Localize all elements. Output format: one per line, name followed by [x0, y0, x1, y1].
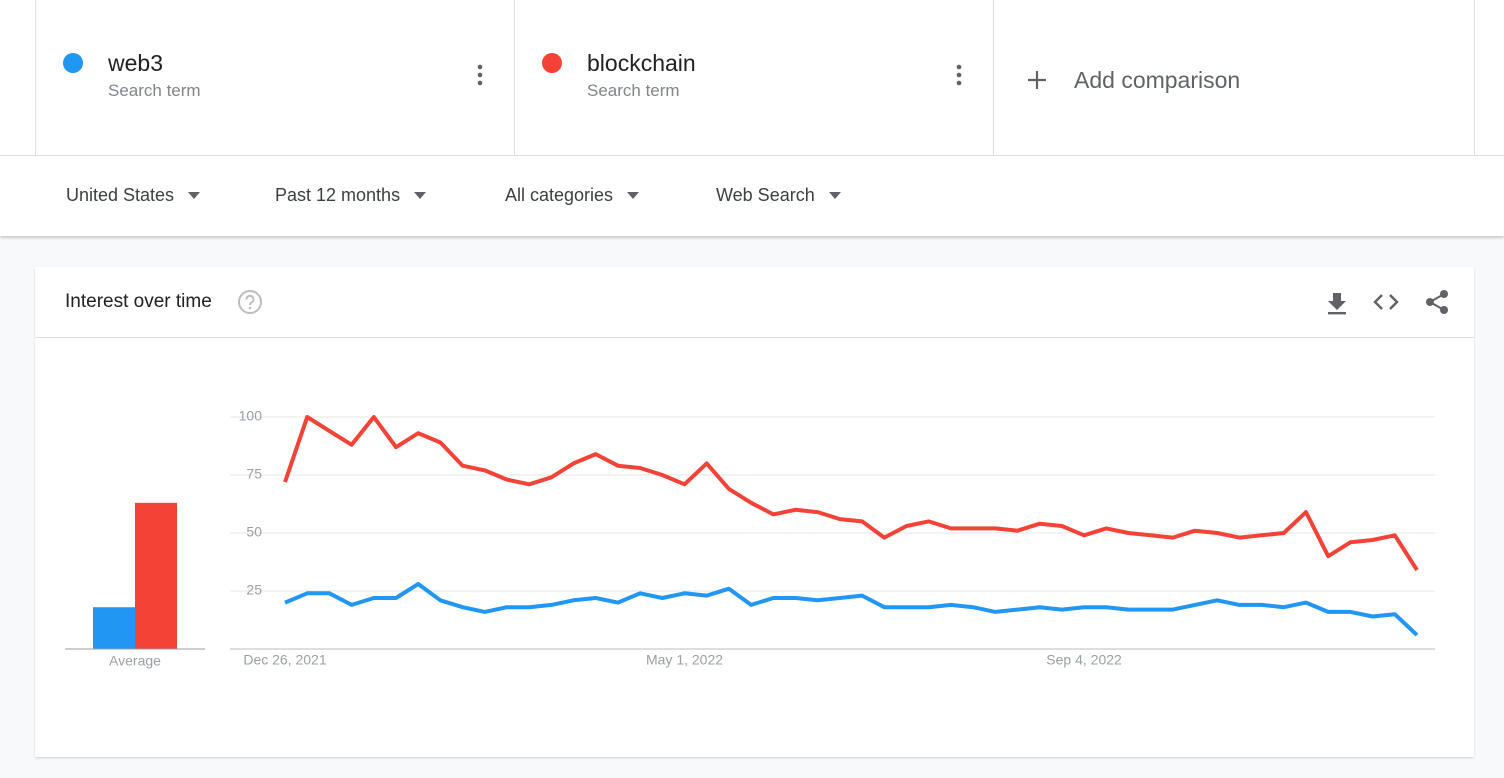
help-icon[interactable]	[237, 289, 263, 315]
term-menu-button[interactable]	[954, 63, 964, 87]
filter-dropdown[interactable]: United States	[66, 185, 201, 206]
search-terms-bar: web3 Search term blockchain Search term …	[0, 0, 1504, 156]
divider	[1474, 0, 1475, 155]
embed-icon[interactable]	[1373, 293, 1399, 311]
term-color-dot	[63, 53, 83, 73]
plus-icon	[1028, 71, 1046, 89]
term-name[interactable]: web3	[108, 50, 163, 76]
divider	[993, 0, 994, 155]
dropdown-arrow	[828, 192, 841, 199]
share-icon[interactable]	[1425, 289, 1449, 315]
dropdown-arrow	[188, 192, 201, 199]
term-menu-button[interactable]	[475, 63, 485, 87]
term-color-dot	[542, 53, 562, 73]
dropdown-arrow	[627, 192, 640, 199]
add-comparison-button[interactable]: Add comparison	[1026, 62, 1240, 98]
dropdown-arrow	[414, 192, 427, 199]
card-title: Interest over time	[65, 291, 212, 312]
filter-bar: United States Past 12 months All categor…	[0, 156, 1504, 236]
term-kind: Search term	[587, 81, 680, 100]
filter-label: Past 12 months	[275, 185, 401, 205]
filter-dropdown[interactable]: All categories	[505, 185, 640, 206]
filter-label: United States	[66, 185, 175, 205]
interest-card: Interest over time	[35, 267, 1474, 757]
divider	[514, 0, 515, 155]
filter-label: All categories	[505, 185, 614, 205]
divider	[35, 0, 36, 155]
filter-label: Web Search	[716, 185, 815, 205]
term-name[interactable]: blockchain	[587, 50, 696, 76]
term-kind: Search term	[108, 81, 201, 100]
add-comparison-label: Add comparison	[1074, 66, 1241, 93]
filter-dropdown[interactable]: Web Search	[716, 185, 841, 206]
download-icon[interactable]	[1326, 291, 1348, 315]
card-header: Interest over time	[35, 267, 1474, 338]
filter-dropdown[interactable]: Past 12 months	[275, 185, 427, 206]
